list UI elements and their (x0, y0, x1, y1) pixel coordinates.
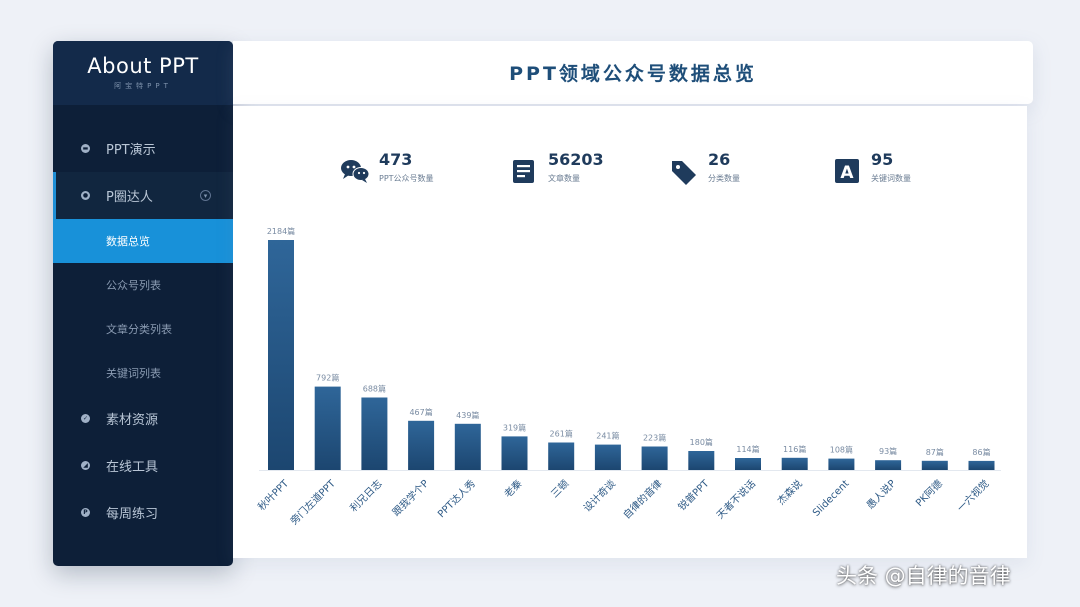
chart-bar[interactable] (921, 460, 948, 470)
keyword-a-icon: A (835, 159, 859, 183)
stat-value: 26 (708, 150, 731, 169)
svg-text:A: A (840, 163, 854, 183)
article-icon (513, 160, 534, 183)
bar-value-label: 180篇 (690, 437, 713, 447)
sidebar-item-label: P圈达人 (106, 190, 153, 205)
sidebar: About PPT 阿宝特PPT ▬ PPT演示 ● P圈达人 ▾ 数据总览 公… (53, 41, 233, 566)
category-tick-label: Slidecent (811, 478, 852, 519)
stat-value: 95 (871, 150, 894, 169)
bar-value-label: 86篇 (972, 447, 990, 457)
stat-label: 关键词数量 (871, 174, 911, 183)
stat-categories: 26 分类数量 (668, 151, 740, 187)
category-tick-label: 利兄日志 (347, 477, 384, 514)
sidebar-item-label: 每周练习 (106, 507, 159, 522)
sidebar-item-ppt-presentation[interactable]: ▬ PPT演示 (53, 125, 233, 172)
bar-value-label: 467篇 (409, 407, 432, 417)
category-tick-label: 自律的音律 (620, 477, 665, 522)
chart-bar[interactable] (875, 460, 902, 470)
bar-value-label: 116篇 (783, 444, 806, 454)
chart-bar[interactable] (268, 240, 294, 470)
p-dot-icon: P (81, 508, 90, 517)
bar-value-label: 93篇 (879, 446, 897, 456)
bar-value-label: 261篇 (550, 429, 573, 439)
chart-bar[interactable] (454, 423, 481, 470)
bar-value-label: 688篇 (363, 384, 386, 394)
tag-icon (672, 161, 696, 185)
chart-bar[interactable] (968, 460, 995, 470)
sidebar-subitem-label: 公众号列表 (106, 279, 161, 292)
stat-value: 473 (379, 150, 413, 169)
stat-articles: 56203 文章数量 (508, 151, 604, 187)
bar-value-label: 241篇 (596, 431, 619, 441)
sidebar-item-label: PPT演示 (106, 143, 156, 158)
category-tick-label: 老秦 (501, 477, 524, 500)
category-tick-label: 旁门左道PPT (287, 476, 338, 527)
category-tick-label: 设计奇谈 (581, 477, 618, 514)
bar-value-label: 792篇 (316, 373, 339, 383)
sidebar-item-p-circle-expert[interactable]: ● P圈达人 ▾ (53, 172, 233, 219)
sidebar-subitem-article-category-list[interactable]: 文章分类列表 (53, 307, 233, 351)
stat-keywords: A 95 关键词数量 (831, 151, 911, 187)
sidebar-subitem-label: 数据总览 (106, 235, 150, 248)
chart-bar[interactable] (688, 451, 715, 470)
bar-value-label: 87篇 (926, 447, 944, 457)
chart-bar[interactable] (361, 397, 388, 471)
sidebar-item-online-tools[interactable]: ◢ 在线工具 (53, 442, 233, 489)
sidebar-subitem-data-overview[interactable]: 数据总览 (53, 219, 233, 263)
stat-label: 分类数量 (708, 174, 740, 183)
check-dot-icon: ✓ (81, 414, 90, 423)
bar-value-label: 319篇 (503, 422, 526, 432)
category-tick-label: 秋叶PPT (255, 476, 292, 513)
chart-bar[interactable] (641, 446, 668, 471)
sidebar-subitem-label: 文章分类列表 (106, 323, 172, 336)
category-tick-label: PK阿德 (913, 477, 945, 509)
sidebar-item-label: 素材资源 (106, 413, 159, 428)
circle-dot-icon: ● (81, 191, 90, 200)
sidebar-item-label: 在线工具 (106, 460, 159, 475)
wechat-icon (341, 160, 370, 183)
category-tick-label: 愚人说P (864, 477, 899, 512)
sidebar-subitem-account-list[interactable]: 公众号列表 (53, 263, 233, 307)
dashboard-panel: 473 PPT公众号数量 56203 文章数量 26 分类数量 A (233, 106, 1027, 558)
category-tick-label: 跟我学个P (389, 477, 431, 519)
page-title: PPT领域公众号数据总览 (509, 63, 757, 85)
category-tick-label: 三顿 (548, 477, 571, 500)
category-tick-label: 一六视觉 (954, 477, 991, 514)
bar-value-label: 223篇 (643, 433, 666, 443)
chevron-down-icon[interactable]: ▾ (200, 190, 211, 201)
chart-bar[interactable] (501, 436, 528, 470)
stat-label: 文章数量 (548, 174, 580, 183)
bar-value-label: 108篇 (830, 445, 853, 455)
sidebar-item-weekly-practice[interactable]: P 每周练习 (53, 489, 233, 536)
chart-bar[interactable] (735, 458, 761, 470)
stat-label: PPT公众号数量 (379, 174, 434, 183)
category-tick-label: 天者不说话 (714, 477, 759, 522)
category-tick-label: PPT达人秀 (435, 478, 478, 521)
tool-dot-icon: ◢ (81, 461, 90, 470)
sidebar-subitem-keyword-list[interactable]: 关键词列表 (53, 351, 233, 395)
bar-value-label: 114篇 (736, 444, 759, 454)
category-tick-label: 杰森说 (774, 477, 804, 507)
chart-bar[interactable] (594, 444, 621, 470)
bar-value-label: 2184篇 (267, 226, 295, 236)
chart-bar[interactable] (781, 457, 808, 470)
sidebar-item-material-resources[interactable]: ✓ 素材资源 (53, 395, 233, 442)
sidebar-subitem-label: 关键词列表 (106, 367, 161, 380)
chart-bar[interactable] (828, 458, 855, 470)
sidebar-nav: ▬ PPT演示 ● P圈达人 ▾ 数据总览 公众号列表 文章分类列表 关键词列表… (53, 105, 233, 536)
bar-value-label: 439篇 (456, 410, 479, 420)
stat-accounts: 473 PPT公众号数量 (339, 151, 434, 187)
brand-subtitle: 阿宝特PPT (114, 82, 172, 90)
watermark: 头条 @自律的音律 (836, 564, 1011, 588)
chart-bar[interactable] (314, 386, 341, 470)
stat-value: 56203 (548, 150, 604, 169)
chart-bar[interactable] (408, 420, 435, 470)
category-tick-label: 锐普PPT (675, 476, 712, 513)
brand-title: About PPT (87, 54, 199, 78)
chat-dot-icon: ▬ (81, 144, 90, 153)
page-header: PPT领域公众号数据总览 (233, 41, 1033, 104)
brand-logo[interactable]: About PPT 阿宝特PPT (53, 41, 233, 105)
chart-bar[interactable] (548, 442, 575, 471)
